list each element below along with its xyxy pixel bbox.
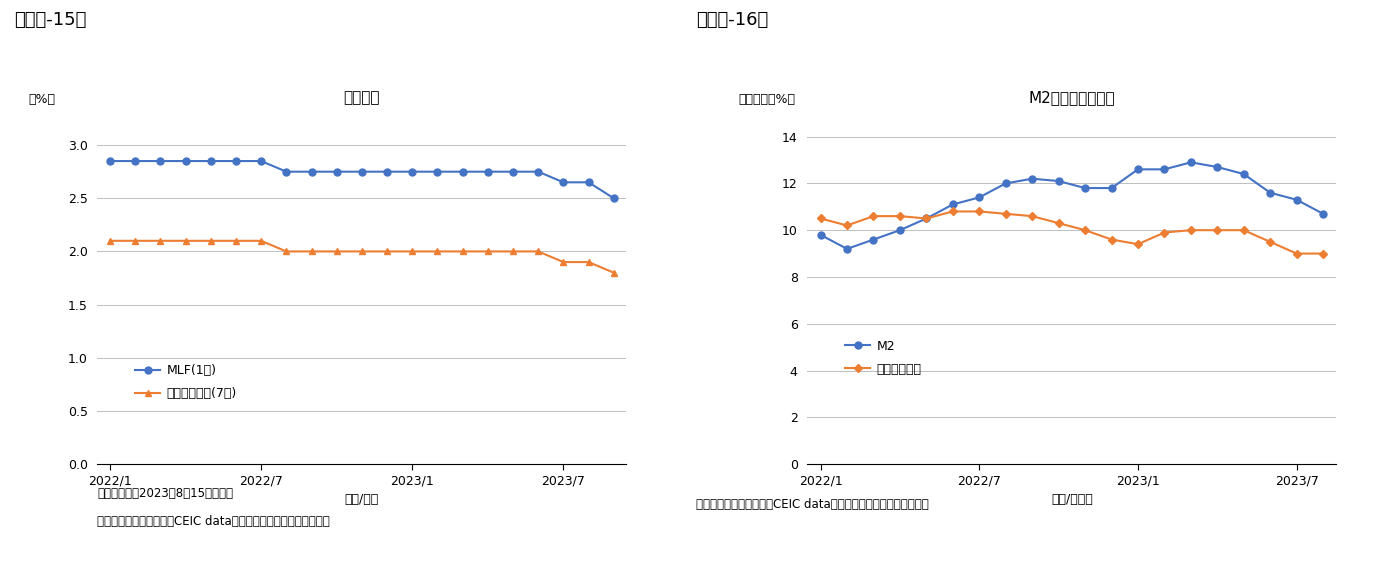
- M2: [1076, 185, 1093, 191]
- リバースレポ(7日): [127, 237, 143, 244]
- リバースレポ(7日): [606, 269, 622, 276]
- M2: [1050, 178, 1066, 185]
- M2: [1130, 166, 1147, 173]
- M2: [944, 201, 960, 208]
- 社会融資総量: [891, 213, 908, 220]
- 社会融資総量: [970, 208, 987, 215]
- Text: （資料）中国人民銀行、CEIC dataより、ニッセイ基礎研究所作成: （資料）中国人民銀行、CEIC dataより、ニッセイ基礎研究所作成: [97, 515, 330, 528]
- X-axis label: （年/月末）: （年/月末）: [1051, 493, 1093, 506]
- M2: [812, 231, 828, 238]
- 社会融資総量: [1130, 241, 1147, 247]
- Text: （図表-15）: （図表-15）: [14, 11, 86, 29]
- リバースレポ(7日): [303, 248, 320, 255]
- Line: 社会融資総量: 社会融資総量: [818, 209, 1325, 256]
- M2: [1314, 211, 1331, 217]
- 社会融資総量: [1261, 238, 1278, 245]
- MLF(1年): [404, 168, 420, 175]
- X-axis label: （年/月）: （年/月）: [345, 493, 379, 506]
- 社会融資総量: [1102, 236, 1119, 243]
- Legend: M2, 社会融資総量: M2, 社会融資総量: [839, 335, 926, 381]
- 社会融資総量: [1208, 227, 1226, 234]
- M2: [970, 194, 987, 201]
- MLF(1年): [479, 168, 496, 175]
- 社会融資総量: [1183, 227, 1200, 234]
- M2: [919, 215, 935, 222]
- M2: [1289, 196, 1306, 203]
- M2: [1208, 164, 1226, 170]
- リバースレポ(7日): [580, 259, 597, 265]
- 社会融資総量: [838, 222, 855, 229]
- M2: [1155, 166, 1172, 173]
- 社会融資総量: [1023, 213, 1040, 220]
- M2: [1236, 170, 1253, 177]
- MLF(1年): [379, 168, 395, 175]
- Text: （注）直近は2023年8月15日時点。: （注）直近は2023年8月15日時点。: [97, 487, 234, 500]
- リバースレポ(7日): [505, 248, 522, 255]
- Line: M2: M2: [817, 159, 1327, 252]
- M2: [864, 236, 883, 243]
- リバースレポ(7日): [152, 237, 168, 244]
- MLF(1年): [102, 158, 118, 165]
- リバースレポ(7日): [404, 248, 420, 255]
- M2: [1261, 190, 1278, 196]
- Text: （資料）中国人民銀行、CEIC dataより、ニッセイ基礎研究所作成: （資料）中国人民銀行、CEIC dataより、ニッセイ基礎研究所作成: [696, 498, 928, 511]
- Line: リバースレポ(7日): リバースレポ(7日): [107, 237, 617, 276]
- M2: [1183, 159, 1200, 166]
- MLF(1年): [354, 168, 370, 175]
- MLF(1年): [429, 168, 445, 175]
- リバースレポ(7日): [202, 237, 219, 244]
- MLF(1年): [127, 158, 143, 165]
- MLF(1年): [177, 158, 193, 165]
- 社会融資総量: [1236, 227, 1253, 234]
- 社会融資総量: [1155, 229, 1172, 236]
- M2: [838, 246, 855, 252]
- 社会融資総量: [1076, 227, 1093, 234]
- M2: [997, 180, 1013, 187]
- 社会融資総量: [944, 208, 960, 215]
- リバースレポ(7日): [329, 248, 345, 255]
- リバースレポ(7日): [429, 248, 445, 255]
- M2: [891, 227, 908, 234]
- M2: [1023, 175, 1040, 182]
- 社会融資総量: [864, 213, 883, 220]
- Legend: MLF(1年), リバースレポ(7日): MLF(1年), リバースレポ(7日): [129, 359, 242, 405]
- リバースレポ(7日): [479, 248, 496, 255]
- MLF(1年): [202, 158, 219, 165]
- MLF(1年): [152, 158, 168, 165]
- リバースレポ(7日): [555, 259, 572, 265]
- Title: 政策金利: 政策金利: [344, 90, 380, 105]
- MLF(1年): [228, 158, 245, 165]
- MLF(1年): [580, 179, 597, 186]
- 社会融資総量: [997, 211, 1013, 217]
- リバースレポ(7日): [177, 237, 193, 244]
- 社会融資総量: [1289, 250, 1306, 257]
- Text: （図表-16）: （図表-16）: [696, 11, 768, 29]
- Title: M2・社会融資総量: M2・社会融資総量: [1029, 90, 1115, 105]
- リバースレポ(7日): [530, 248, 547, 255]
- Text: （%）: （%）: [29, 93, 56, 106]
- 社会融資総量: [1050, 220, 1066, 226]
- MLF(1年): [606, 195, 622, 201]
- Line: MLF(1年): MLF(1年): [107, 157, 617, 201]
- MLF(1年): [329, 168, 345, 175]
- リバースレポ(7日): [253, 237, 270, 244]
- MLF(1年): [253, 158, 270, 165]
- リバースレポ(7日): [379, 248, 395, 255]
- MLF(1年): [555, 179, 572, 186]
- MLF(1年): [278, 168, 295, 175]
- MLF(1年): [303, 168, 320, 175]
- リバースレポ(7日): [354, 248, 370, 255]
- リバースレポ(7日): [278, 248, 295, 255]
- 社会融資総量: [919, 215, 935, 222]
- M2: [1102, 185, 1119, 191]
- Text: （前年比、%）: （前年比、%）: [739, 93, 796, 106]
- 社会融資総量: [1314, 250, 1331, 257]
- リバースレポ(7日): [102, 237, 118, 244]
- MLF(1年): [454, 168, 470, 175]
- 社会融資総量: [812, 215, 828, 222]
- MLF(1年): [505, 168, 522, 175]
- リバースレポ(7日): [454, 248, 470, 255]
- MLF(1年): [530, 168, 547, 175]
- リバースレポ(7日): [228, 237, 245, 244]
